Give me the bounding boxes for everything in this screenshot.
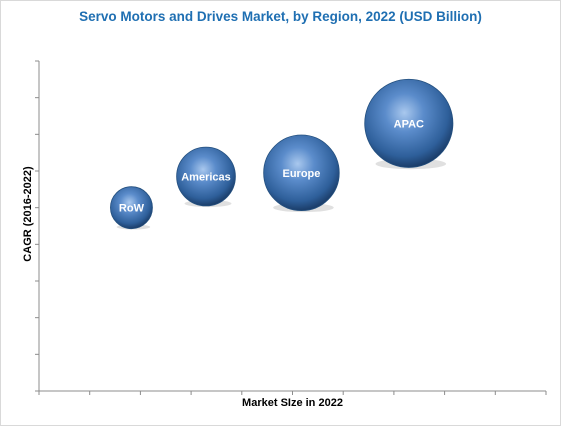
axes <box>35 60 547 395</box>
bubble-americas: Americas <box>176 146 236 208</box>
bubble-europe-circle <box>263 134 340 212</box>
bubble-europe-label: Europe <box>282 168 320 180</box>
bubble-row: RoW <box>110 186 153 230</box>
bubble-apac: APAC <box>364 78 454 170</box>
bubble-row-circle <box>110 186 153 230</box>
y-axis-title: CAGR (2016-2022) <box>22 166 34 262</box>
bubble-apac-circle <box>364 78 454 168</box>
x-axis-title: Market SIze in 2022 <box>242 397 343 409</box>
bubble-row-label: RoW <box>119 203 145 215</box>
chart-title: Servo Motors and Drives Market, by Regio… <box>79 9 482 24</box>
bubbles: RoW Americas Europe APAC <box>110 78 454 230</box>
bubble-apac-label: APAC <box>394 118 424 130</box>
bubble-europe: Europe <box>263 134 340 213</box>
bubble-americas-circle <box>176 146 236 207</box>
bubble-americas-label: Americas <box>181 172 231 184</box>
